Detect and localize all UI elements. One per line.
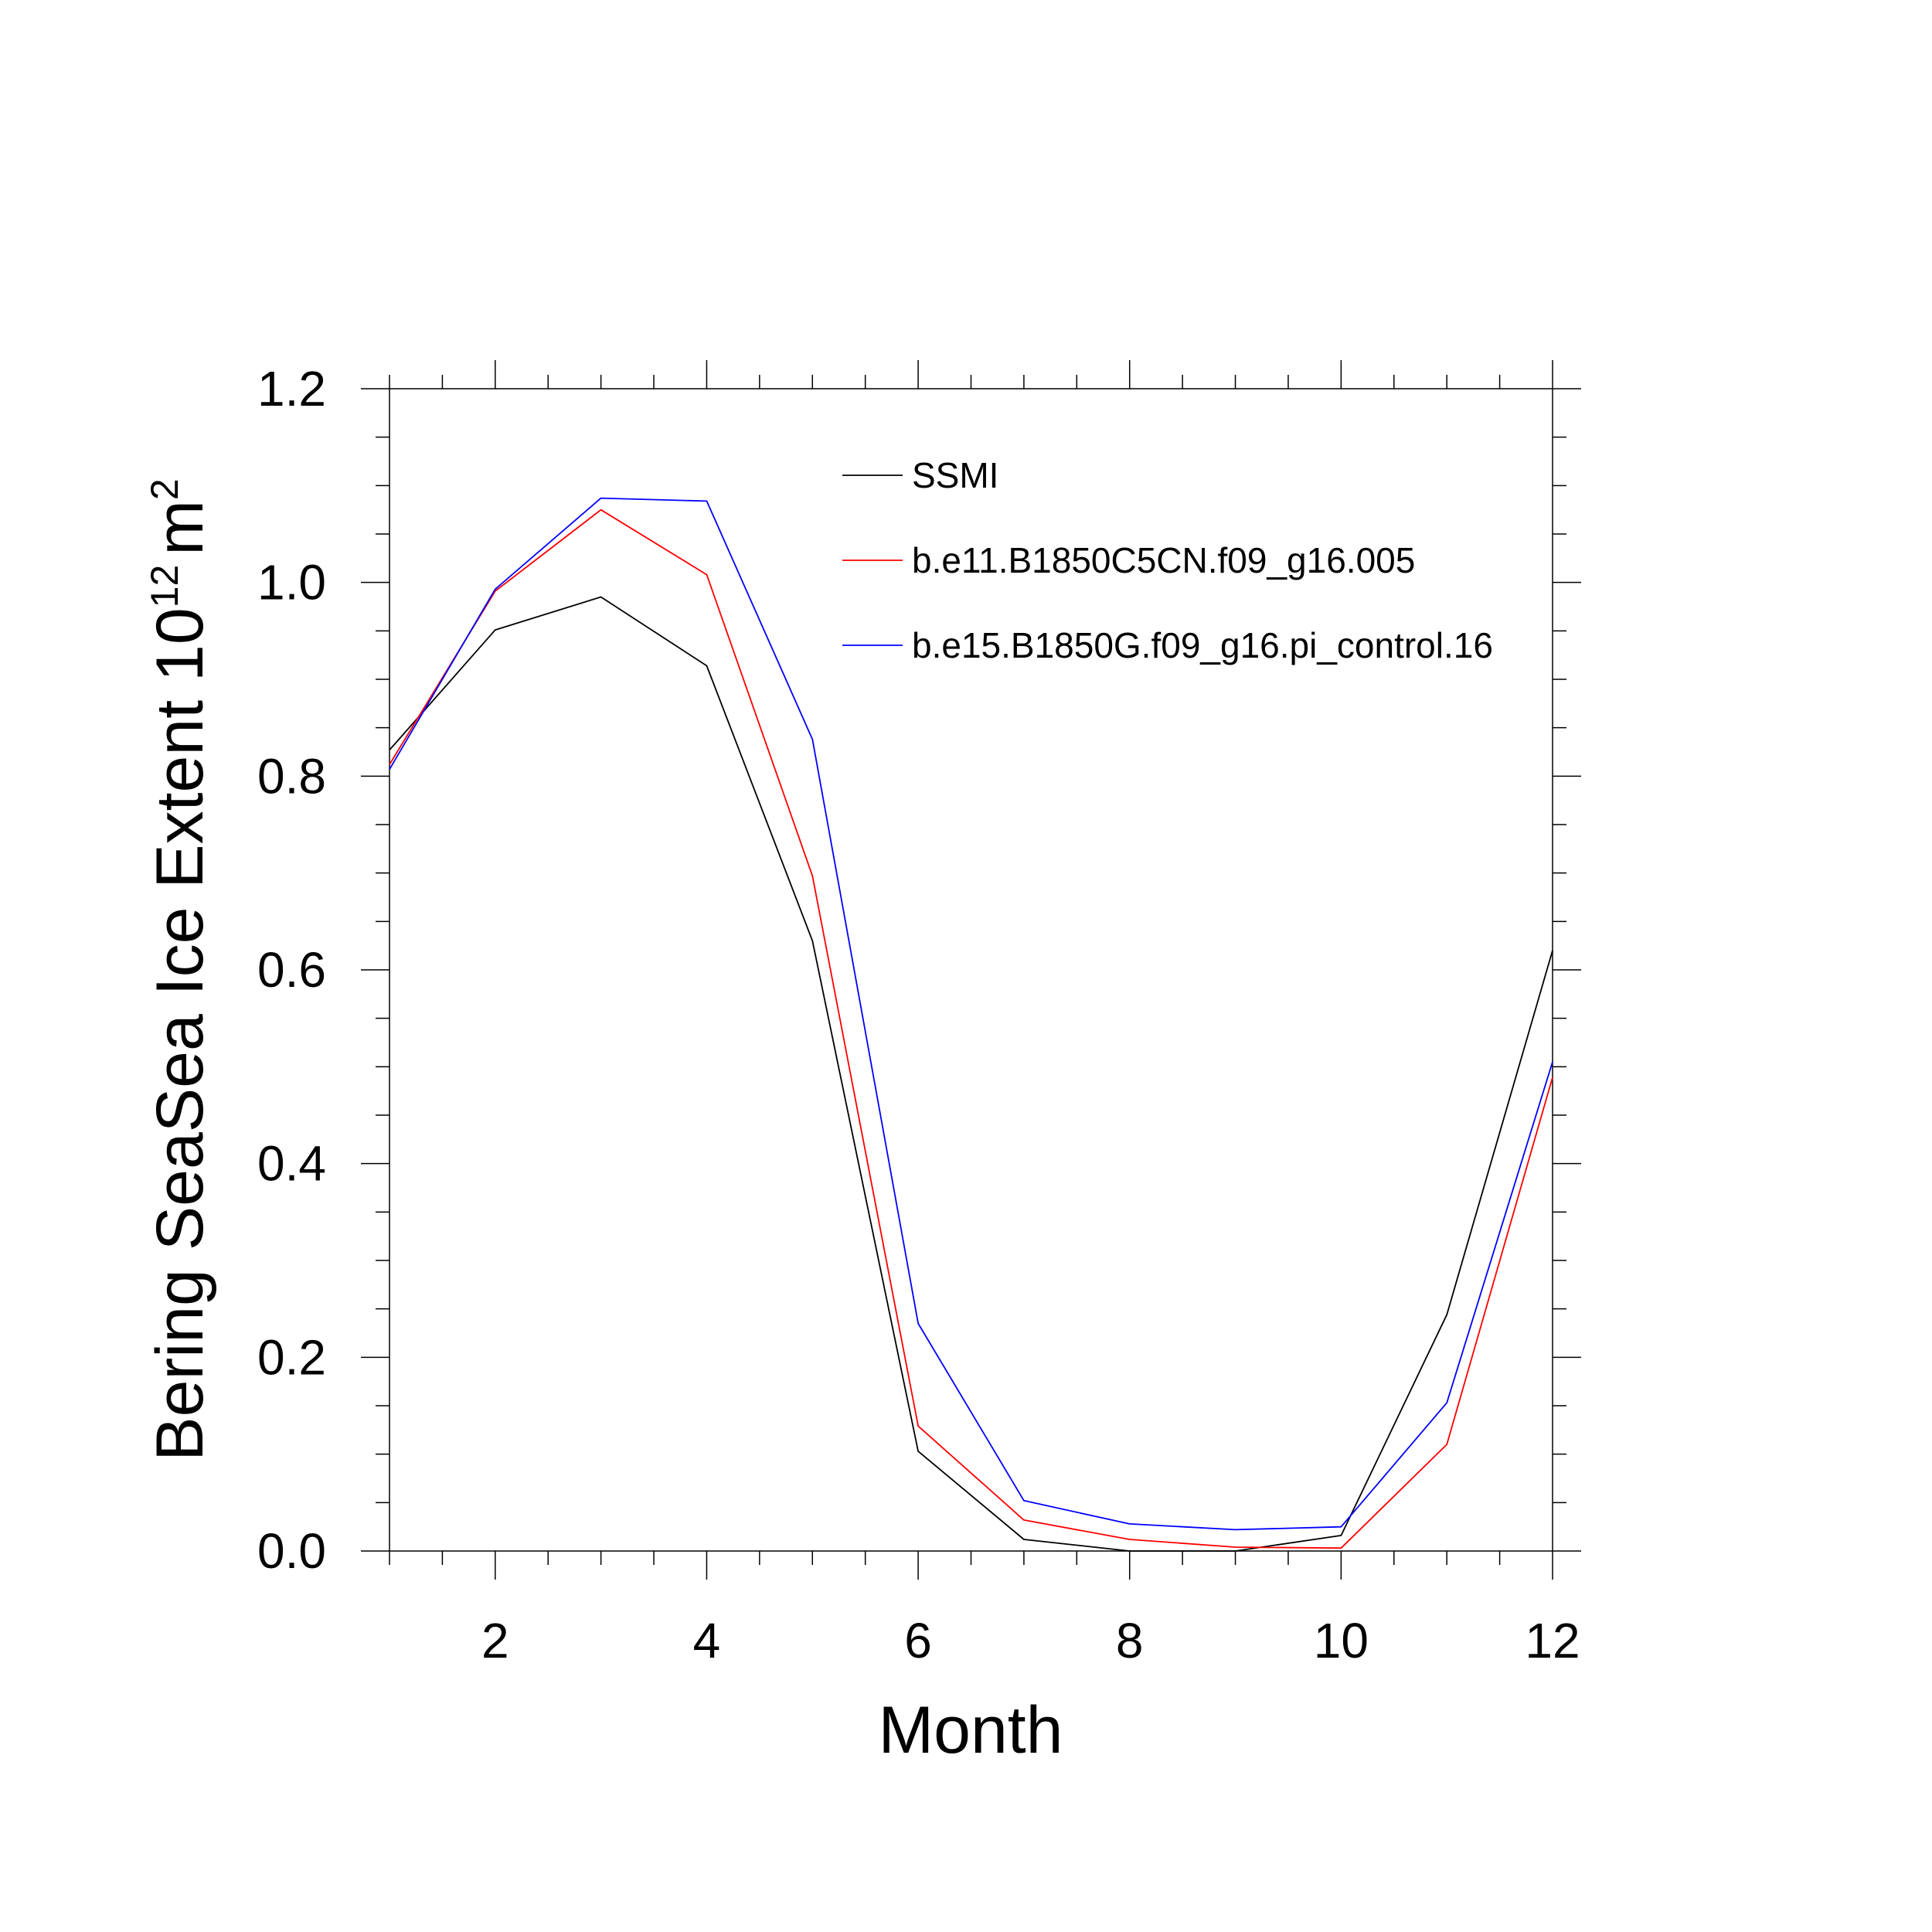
legend: SSMI b.e11.B1850C5CN.f09_g16.005 b.e15.B18…	[842, 455, 1493, 665]
legend-label-2: b.e11.B1850C5CN.f09_g16.005	[912, 540, 1415, 580]
y-tick-label: 1.2	[257, 361, 326, 417]
series-line-1	[389, 596, 1553, 1552]
x-tick-label: 12	[1525, 1613, 1580, 1668]
y-axis-title-text: Bering SeaSea Ice Extent 10	[143, 607, 217, 1461]
series-lines	[389, 497, 1553, 1552]
x-tick-label: 6	[904, 1613, 932, 1668]
axis-ticks	[361, 360, 1581, 1580]
y-tick-label: 0.4	[257, 1136, 326, 1192]
series-line-3	[389, 497, 1553, 1531]
legend-label-1: SSMI	[912, 455, 998, 495]
y-tick-label: 0.2	[257, 1329, 326, 1385]
y-axis-title-unit: m	[143, 500, 217, 556]
y-axis-title-exponent: 12	[143, 565, 186, 608]
x-tick-label: 10	[1314, 1613, 1369, 1668]
legend-label-3: b.e15.B1850G.f09_g16.pi_control.16	[912, 625, 1493, 665]
x-tick-label: 2	[481, 1613, 509, 1668]
y-tick-label: 1.0	[257, 555, 326, 611]
y-tick-label: 0.0	[257, 1523, 326, 1579]
x-tick-label: 4	[693, 1613, 721, 1668]
y-axis-title: Bering SeaSea Ice Extent 1012 m2	[143, 478, 217, 1461]
series-line-2	[389, 509, 1553, 1549]
x-axis-title: Month	[878, 1693, 1063, 1767]
x-tick-label: 8	[1116, 1613, 1144, 1668]
y-axis-title-unit-exponent: 2	[143, 478, 186, 500]
y-tick-label: 0.8	[257, 748, 326, 804]
axis-tick-labels: 2 4 6 8 10 12 0.0 0.2 0.4 0.6 0.8 1.0 1.2	[257, 361, 1580, 1668]
y-tick-label: 0.6	[257, 942, 326, 998]
